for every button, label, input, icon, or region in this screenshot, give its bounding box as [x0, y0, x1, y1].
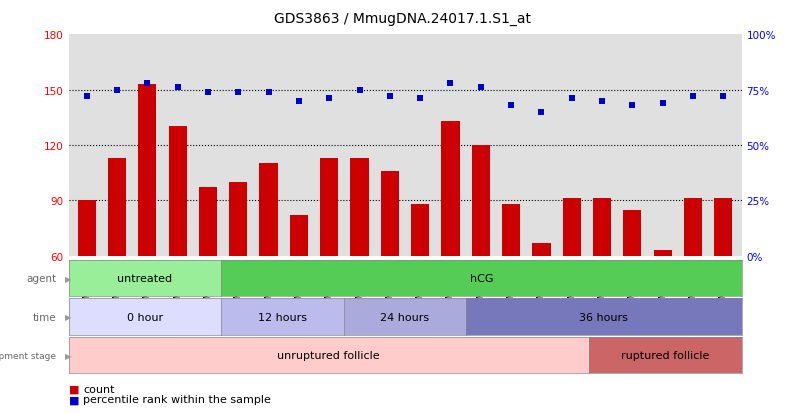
Text: hCG: hCG	[470, 273, 493, 283]
Bar	[168, 127, 187, 256]
Text: development stage: development stage	[0, 351, 56, 360]
Text: ▶: ▶	[64, 274, 71, 283]
Bar	[290, 216, 308, 256]
Text: 24 hours: 24 hours	[380, 312, 430, 322]
Bar	[502, 204, 520, 256]
Text: ■: ■	[69, 394, 79, 404]
Text: 36 hours: 36 hours	[580, 312, 629, 322]
Bar	[380, 171, 399, 256]
Text: count: count	[83, 384, 114, 394]
Bar	[472, 146, 490, 256]
Bar	[229, 183, 247, 256]
Bar	[351, 159, 368, 256]
Text: untreated: untreated	[118, 273, 172, 283]
Text: agent: agent	[27, 273, 56, 283]
Bar	[684, 199, 702, 256]
Text: unruptured follicle: unruptured follicle	[277, 350, 380, 360]
Text: ▶: ▶	[64, 312, 71, 321]
Bar	[532, 243, 550, 256]
Bar	[139, 85, 156, 256]
Text: 12 hours: 12 hours	[258, 312, 307, 322]
Bar	[442, 122, 459, 256]
Bar	[260, 164, 278, 256]
Text: ▶: ▶	[64, 351, 71, 360]
Bar	[623, 210, 642, 256]
Bar	[108, 159, 126, 256]
Bar	[199, 188, 217, 256]
Text: percentile rank within the sample: percentile rank within the sample	[83, 394, 271, 404]
Bar	[320, 159, 339, 256]
Text: ■: ■	[69, 384, 79, 394]
Bar	[77, 201, 96, 256]
Text: GDS3863 / MmugDNA.24017.1.S1_at: GDS3863 / MmugDNA.24017.1.S1_at	[275, 12, 531, 26]
Bar	[714, 199, 733, 256]
Bar	[593, 199, 611, 256]
Text: time: time	[33, 312, 56, 322]
Bar	[563, 199, 581, 256]
Bar	[411, 204, 430, 256]
Bar	[654, 251, 671, 256]
Text: ruptured follicle: ruptured follicle	[621, 350, 709, 360]
Text: 0 hour: 0 hour	[127, 312, 163, 322]
